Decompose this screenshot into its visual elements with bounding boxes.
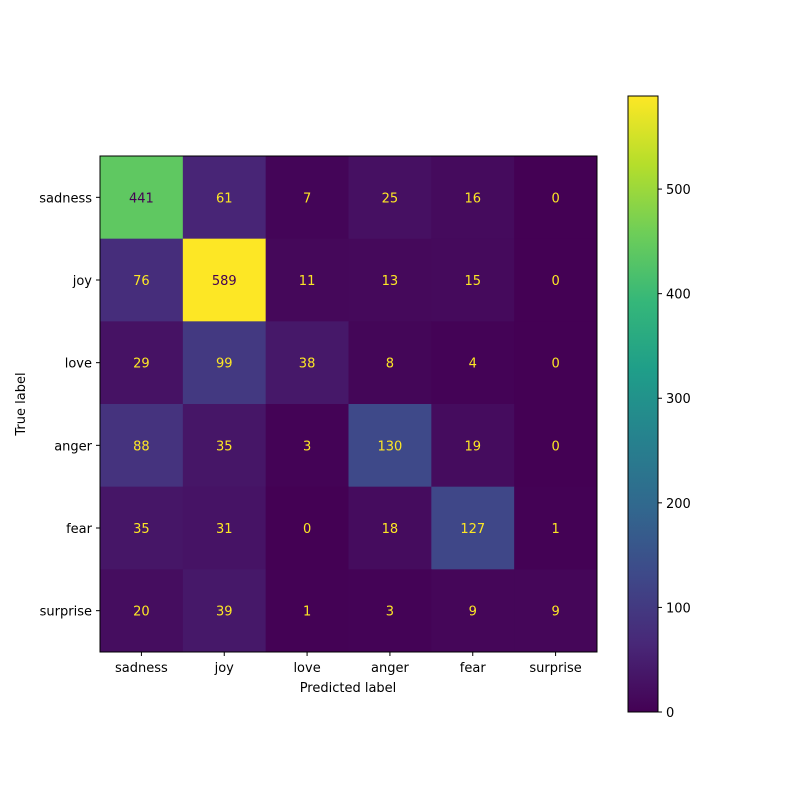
colorbar-tick-label: 500 [666,183,691,198]
cell-value-label: 9 [469,605,477,620]
heatmap-cell [100,404,184,488]
heatmap-cell [431,404,515,488]
x-tick-label: surprise [529,661,581,676]
heatmap-cell [514,486,598,570]
heatmap-cell [265,321,349,405]
heatmap-cell [100,486,184,570]
cell-value-label: 0 [551,191,559,206]
colorbar-tick-label: 400 [666,288,691,303]
heatmap-cell [514,238,598,322]
heatmap-cell [348,321,432,405]
heatmap-cell [431,569,515,653]
y-axis-label: True label [14,372,29,436]
heatmap-cell [348,156,432,240]
heatmap-cell [100,321,184,405]
cell-value-label: 16 [464,191,481,206]
cell-value-label: 7 [303,191,311,206]
cell-value-label: 13 [382,274,399,289]
x-tick-label: anger [371,661,409,676]
y-tick-label: love [65,357,92,372]
heatmap-cell [431,156,515,240]
cell-value-label: 130 [378,439,403,454]
heatmap-cell [182,486,267,570]
cell-value-label: 15 [464,274,481,289]
heatmap-cell [431,321,515,405]
heatmap-cell [514,156,598,240]
y-tick-label: joy [72,274,93,289]
colorbar-tick-label: 200 [666,497,691,512]
heatmap-cell [265,156,349,240]
heatmap-cell [431,238,515,322]
x-tick-label: sadness [115,661,168,676]
cell-value-label: 29 [133,357,150,372]
heatmap-cell [100,156,184,240]
cell-value-label: 3 [386,605,394,620]
cell-value-label: 0 [303,522,311,537]
cell-value-label: 88 [133,439,150,454]
heatmap-cell [182,404,267,488]
heatmap-cell [182,321,267,405]
cell-value-label: 39 [216,605,233,620]
heatmap-cell [182,238,267,322]
cell-value-label: 11 [299,274,316,289]
cell-value-label: 0 [551,274,559,289]
heatmap-cell [514,321,598,405]
heatmap-cell [182,156,267,240]
heatmap-cell [265,404,349,488]
cell-value-label: 4 [469,357,477,372]
cell-value-label: 9 [551,605,559,620]
heatmap-cell [514,569,598,653]
cell-value-label: 127 [460,522,485,537]
x-axis-label: Predicted label [300,681,397,696]
cell-value-label: 1 [303,605,311,620]
cell-value-label: 441 [129,191,154,206]
y-tick-label: sadness [39,191,92,206]
cell-value-label: 20 [133,605,150,620]
cell-value-label: 35 [216,439,233,454]
heatmap-cell [514,404,598,488]
colorbar-tick-label: 100 [666,601,691,616]
cell-value-label: 99 [216,357,233,372]
cell-value-label: 31 [216,522,233,537]
heatmap-cell [348,569,432,653]
cell-value-label: 0 [551,439,559,454]
heatmap-cell [182,569,267,653]
cell-value-label: 19 [464,439,481,454]
y-tick-label: fear [66,522,93,537]
cell-value-label: 38 [299,357,316,372]
heatmap-cell [431,486,515,570]
heatmap-cell [265,238,349,322]
heatmap-cell [265,569,349,653]
x-tick-label: joy [214,661,235,676]
x-tick-label: fear [460,661,487,676]
cell-value-label: 3 [303,439,311,454]
cell-value-label: 35 [133,522,150,537]
cell-value-label: 76 [133,274,150,289]
y-tick-label: surprise [40,605,92,620]
heatmap-cell [100,569,184,653]
y-tick-label: anger [54,439,92,454]
cell-value-label: 8 [386,357,394,372]
colorbar-tick-label: 0 [666,706,674,721]
cell-value-label: 589 [212,274,237,289]
colorbar-tick-label: 300 [666,392,691,407]
cell-value-label: 18 [382,522,399,537]
heatmap-cell [348,238,432,322]
heatmap-cell [348,404,432,488]
colorbar [627,95,659,713]
cell-value-label: 25 [382,191,399,206]
heatmap-cell [348,486,432,570]
heatmap-cell [265,486,349,570]
cell-value-label: 0 [551,357,559,372]
x-tick-label: love [293,661,320,676]
heatmap-cell [100,238,184,322]
plot-frame [99,155,598,653]
cell-value-label: 61 [216,191,233,206]
cell-value-label: 1 [551,522,559,537]
